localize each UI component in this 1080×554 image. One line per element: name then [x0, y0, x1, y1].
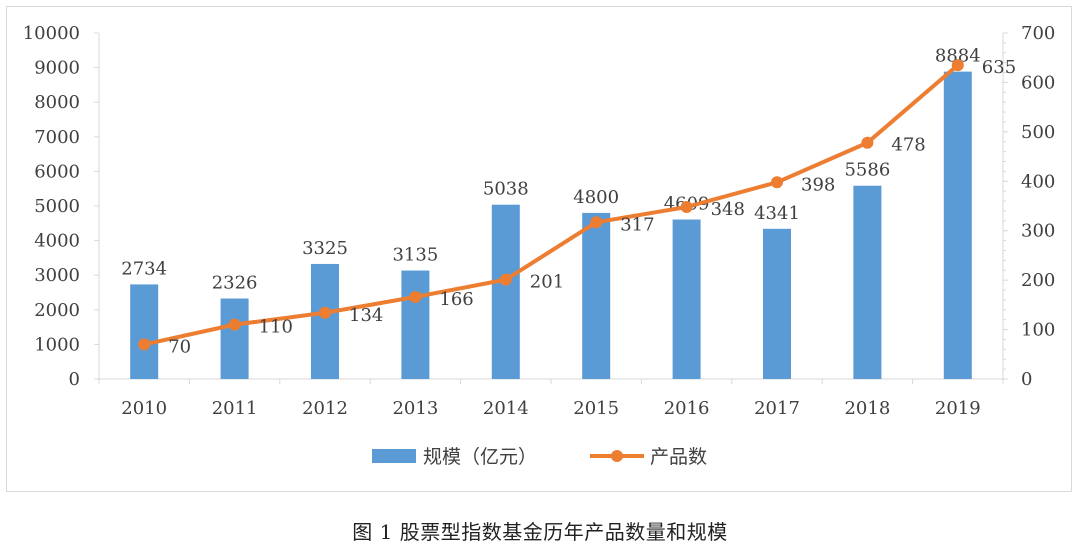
bar: [943, 71, 972, 380]
x-tick-label: 2014: [483, 398, 529, 419]
line-point: [861, 136, 874, 149]
left-tick-label: 3000: [34, 265, 80, 286]
right-tick-label: 700: [1021, 23, 1055, 44]
x-tick-label: 2012: [302, 398, 348, 419]
x-tick-label: 2011: [212, 398, 258, 419]
line-data-label: 70: [168, 336, 191, 357]
left-tick-label: 5000: [34, 196, 80, 217]
line-point: [680, 200, 693, 213]
bar-data-label: 2326: [212, 273, 258, 294]
bar: [130, 284, 159, 379]
bar: [763, 228, 791, 379]
x-tick-label: 2015: [573, 398, 619, 419]
left-tick-label: 10000: [23, 23, 80, 44]
right-tick-label: 100: [1021, 320, 1055, 341]
line-point: [228, 318, 241, 331]
legend-bar-swatch: [372, 449, 416, 463]
bar-data-label: 3325: [302, 238, 348, 259]
left-tick-label: 7000: [34, 127, 80, 148]
right-tick-label: 600: [1021, 72, 1055, 93]
line-data-label: 110: [259, 317, 293, 338]
left-tick-label: 9000: [34, 58, 80, 79]
x-tick-label: 2010: [121, 398, 167, 419]
x-tick-label: 2018: [844, 398, 890, 419]
x-tick-label: 2016: [664, 398, 710, 419]
line-data-label: 398: [801, 174, 835, 195]
right-tick-label: 400: [1021, 171, 1055, 192]
left-tick-label: 2000: [34, 300, 80, 321]
right-tick-label: 300: [1021, 221, 1055, 242]
line-point: [590, 216, 603, 229]
bar-data-label: 4800: [573, 187, 619, 208]
left-tick-label: 1000: [34, 334, 80, 355]
legend-bar-label: 规模（亿元）: [423, 446, 537, 468]
combo-chart: 0100020003000400050006000700080009000100…: [23, 23, 1056, 468]
x-tick-label: 2017: [754, 398, 800, 419]
line-series: [143, 63, 960, 347]
bar-data-label: 5038: [483, 179, 529, 200]
line-data-label: 134: [349, 305, 383, 326]
bar: [491, 204, 520, 379]
bar: [220, 298, 249, 379]
line-data-label: 635: [982, 57, 1016, 78]
bar: [311, 263, 339, 379]
right-tick-label: 500: [1021, 122, 1055, 143]
line-data-label: 478: [891, 135, 925, 156]
line-data-label: 348: [711, 199, 745, 220]
line-point: [409, 290, 422, 303]
line-point: [771, 176, 783, 189]
line-point: [319, 306, 331, 319]
bar: [672, 219, 701, 379]
figure-caption: 图 1 股票型指数基金历年产品数量和规模: [352, 520, 728, 544]
legend-line-marker: [611, 450, 623, 462]
bar-data-label: 2734: [121, 258, 167, 279]
x-tick-label: 2019: [935, 398, 981, 419]
line-point: [138, 338, 151, 351]
bar-data-label: 8884: [935, 46, 981, 67]
chart-frame: [6, 6, 1072, 492]
x-tick-label: 2013: [392, 398, 438, 419]
left-tick-label: 0: [69, 369, 80, 390]
bar-data-label: 5586: [844, 160, 890, 181]
bar: [401, 270, 430, 379]
line-data-label: 317: [620, 214, 654, 235]
right-tick-label: 0: [1021, 369, 1032, 390]
left-tick-label: 4000: [34, 231, 80, 252]
line-point: [951, 59, 964, 72]
bar: [582, 212, 611, 379]
bar-data-label: 4341: [754, 203, 800, 224]
left-tick-label: 8000: [34, 92, 80, 113]
bar-data-label: 3135: [392, 245, 438, 266]
line-data-label: 201: [530, 272, 564, 293]
line-data-label: 166: [439, 289, 473, 310]
bar: [853, 185, 882, 379]
legend-line-label: 产品数: [650, 446, 707, 468]
line-point: [499, 273, 512, 286]
left-tick-label: 6000: [34, 161, 80, 182]
right-tick-label: 200: [1021, 270, 1055, 291]
